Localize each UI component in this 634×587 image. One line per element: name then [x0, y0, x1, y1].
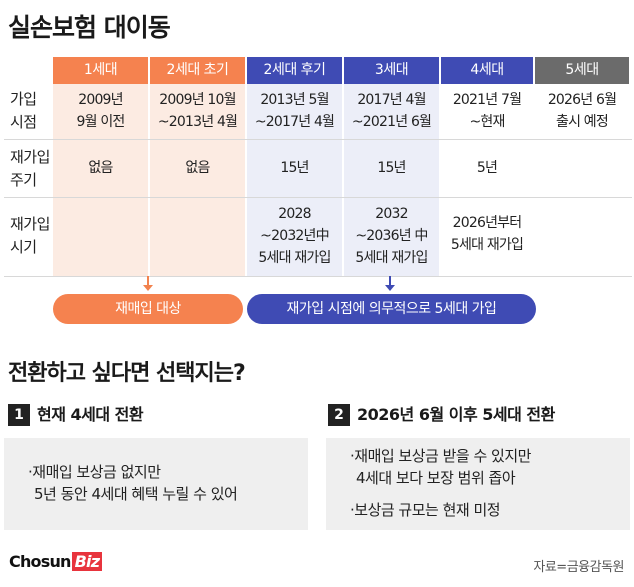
pill-repurchase-target: 재매입 대상: [53, 294, 243, 324]
cell-join-time-gen4: 2021년 7월 ~현재: [452, 92, 522, 130]
option-box: [326, 438, 630, 530]
option-number-badge: 1: [8, 404, 30, 426]
row-divider: [4, 276, 632, 277]
cell-rejoin-time-gen4: 2026년부터 5세대 재가입: [450, 215, 524, 253]
option-box: [4, 438, 308, 530]
option-number-badge: 2: [328, 404, 350, 426]
arrow-down-icon: [143, 276, 153, 291]
chosunbiz-logo: Chosun Biz: [9, 552, 103, 571]
gen-header-2-early: 2세대 초기: [150, 57, 245, 84]
option-bullet: ·재매입 보상금 없지만 5년 동안 4세대 혜택 누릴 수 있어: [28, 463, 238, 503]
gen2-early-column-bg: [150, 84, 245, 276]
cell-rejoin-cycle-gen2-late: 15년: [280, 160, 309, 176]
row-divider: [4, 197, 632, 198]
cell-rejoin-cycle-gen3: 15년: [377, 160, 406, 176]
gen1-column-bg: [53, 84, 148, 276]
option-title: 2026년 6월 이후 5세대 전환: [357, 405, 555, 424]
gen-header-5: 5세대: [535, 57, 629, 84]
row-label-rejoin-cycle: 재가입 주기: [10, 148, 50, 189]
cell-rejoin-cycle-gen1: 없음: [88, 160, 113, 176]
cell-join-time-gen2-early: 2009년 10월 ~2013년 4월: [157, 92, 238, 130]
pill-mandatory-gen5: 재가입 시점에 의무적으로 5세대 가입: [247, 294, 536, 324]
gen-header-1: 1세대: [53, 57, 148, 84]
option-title: 현재 4세대 전환: [37, 405, 144, 424]
cell-join-time-gen1: 2009년 9월 이전: [76, 92, 126, 130]
gen-header-2-late: 2세대 후기: [247, 57, 342, 84]
option-bullet: ·재매입 보상금 받을 수 있지만 4세대 보다 보장 범위 좁아: [350, 447, 531, 487]
gen4-column-bg: [441, 84, 533, 276]
page-title: 실손보험 대이동: [8, 13, 171, 42]
gen3-column-bg: [344, 84, 439, 276]
cell-rejoin-time-gen2-late: 2028 ~2032년中 5세대 재가입: [258, 206, 331, 266]
row-label-rejoin-time: 재가입 시기: [10, 215, 50, 256]
cell-rejoin-cycle-gen2-early: 없음: [185, 160, 210, 176]
cell-join-time-gen2-late: 2013년 5월 ~2017년 4월: [254, 92, 335, 130]
cell-join-time-gen3: 2017년 4월 ~2021년 6월: [351, 92, 432, 130]
cell-rejoin-cycle-gen4: 5년: [476, 160, 498, 176]
cell-rejoin-time-gen3: 2032 ~2036년 中 5세대 재가입: [355, 206, 428, 266]
source-credit: 자료=금융감독원: [533, 560, 624, 575]
gen-header-4: 4세대: [441, 57, 533, 84]
cell-join-time-gen5: 2026년 6월 출시 예정: [547, 92, 617, 130]
gen-header-3: 3세대: [344, 57, 439, 84]
option-bullet: ·보상금 규모는 현재 미정: [350, 501, 501, 519]
row-label-join-time: 가입 시점: [10, 90, 37, 131]
row-divider: [4, 139, 632, 140]
gen2-late-column-bg: [247, 84, 342, 276]
question-title: 전환하고 싶다면 선택지는?: [8, 361, 246, 386]
arrow-down-icon: [385, 276, 395, 291]
